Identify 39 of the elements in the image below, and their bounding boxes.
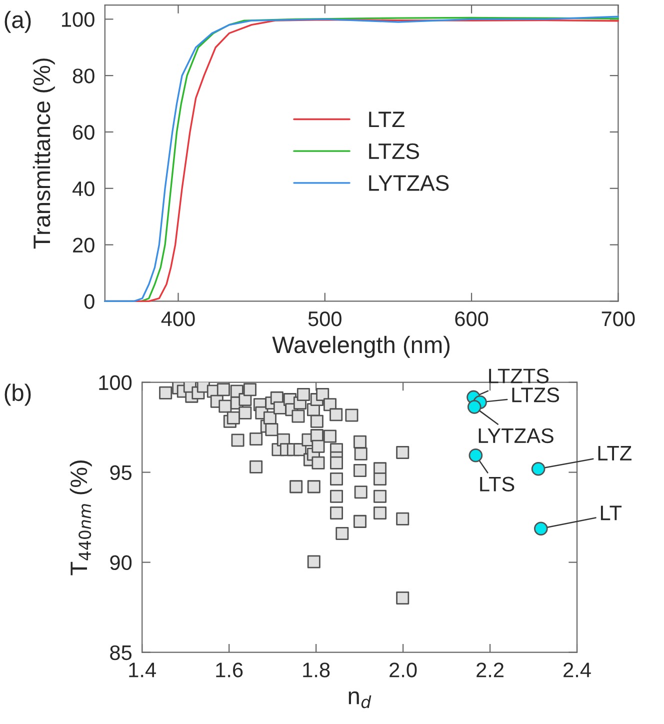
x-tick-label: 2.2: [476, 662, 504, 678]
point: [531, 462, 546, 476]
x-axis-title: n$_{d}$: [348, 691, 372, 708]
x-tick-label: 2.0: [390, 662, 417, 678]
legend-label: LTZS: [369, 143, 419, 160]
annotation: LTZ: [598, 446, 632, 460]
point: [534, 522, 548, 536]
x-tick-label: 400: [161, 311, 195, 326]
y-tick-label: 100: [62, 12, 94, 27]
x-tick-label: 500: [308, 311, 342, 326]
y-axis-title: T$_{440nm}$ (%): [70, 460, 92, 576]
y-tick-label: 90: [110, 555, 132, 570]
annotation: LYTZAS: [478, 428, 554, 444]
legend-label: LYTZAS: [369, 175, 449, 191]
y-tick-label: 0: [84, 294, 94, 309]
annotation: LTS: [480, 476, 514, 492]
y-tick-label: 85: [110, 645, 132, 660]
annotation: LT: [600, 506, 622, 520]
text: (a): [4, 10, 31, 33]
y-axis-title: Transmittance (%): [32, 58, 55, 249]
x-tick-label: 1.4: [129, 662, 156, 678]
point: [467, 400, 482, 414]
x-tick-label: 1.8: [303, 662, 330, 678]
x-tick-label: 2.4: [564, 662, 591, 678]
legend-label: LTZ: [369, 112, 404, 128]
x-tick-label: 1.6: [216, 662, 243, 678]
annotation: LTZTS: [489, 368, 549, 384]
y-tick-label: 60: [73, 124, 94, 140]
y-tick-label: 40: [72, 181, 94, 196]
y-tick-label: 20: [73, 238, 94, 253]
y-tick-label: 80: [72, 68, 94, 84]
x-tick-label: 600: [455, 311, 488, 326]
point: [468, 448, 483, 462]
x-tick-label: 700: [602, 311, 635, 326]
text: (b): [4, 384, 31, 406]
y-tick-label: 95: [110, 465, 132, 480]
annotation: LTZS: [512, 388, 560, 402]
y-tick-label: 100: [99, 375, 132, 390]
x-axis-title: Wavelength (nm): [272, 336, 450, 358]
